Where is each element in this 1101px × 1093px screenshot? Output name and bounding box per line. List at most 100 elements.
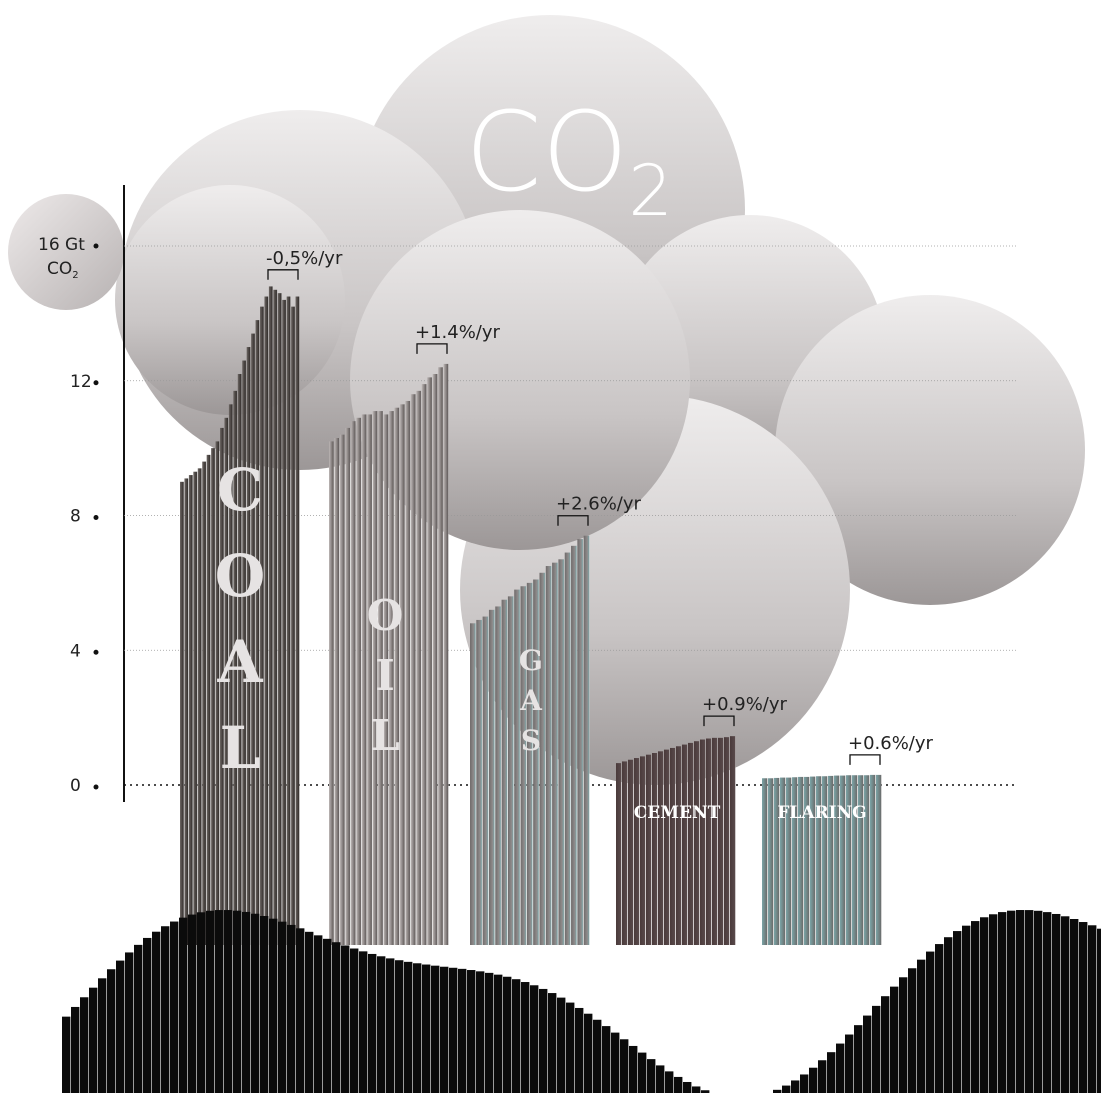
bar-coal [188,475,193,945]
ground-bar [1034,910,1043,1093]
bar-oil [410,394,416,946]
ground-bar [1061,916,1070,1093]
unit-label: 16 Gt [38,235,85,255]
bar-coal [255,320,260,945]
bar-gas [577,539,584,945]
ground-bar [674,1076,683,1093]
bar-oil [361,414,367,945]
ground-bar [908,968,917,1093]
series-cement: CEMENT [616,736,736,945]
ground-bar [791,1080,800,1093]
ground-bar [440,966,449,1093]
growth-label: +0.6%/yr [848,733,934,754]
bar-gas [545,566,552,945]
bar-oil [383,414,389,945]
ground-bar [350,948,359,1093]
bar-coal [237,374,242,945]
growth-bracket [267,269,299,280]
ground-bar [521,982,530,1093]
ground-bar [98,978,107,1093]
series-label-letter: L [220,714,261,782]
ground-bar [881,996,890,1093]
ground-bar [1052,913,1061,1093]
bar-gas [552,562,558,945]
bar-flaring [780,777,786,945]
bar-coal [273,289,278,945]
bar-cement [718,737,724,945]
y-tick-label: 0 [70,776,81,796]
ground-bar [341,945,350,1093]
ground-bar [260,916,269,1093]
ground-bar [809,1067,818,1093]
series-label-letter: A [216,628,263,696]
bar-oil [438,367,443,945]
ground-bar [467,970,476,1093]
ground-bar [215,910,224,1093]
bar-cement [628,759,634,945]
bar-coal [206,454,211,945]
ground-bar [494,974,503,1093]
bar-cement [688,742,694,945]
ground-bar [116,960,125,1093]
bar-cement [622,761,628,945]
ground-bar [935,944,944,1093]
ground-bar [593,1019,602,1093]
ground-bar [566,1002,575,1093]
bar-coal [260,306,264,945]
bar-flaring [792,777,798,945]
growth-bracket [703,715,735,727]
ground-bar [404,961,413,1093]
ground-bar [476,971,485,1093]
series-label-letter: A [519,684,543,717]
ground-bar [800,1074,809,1093]
ground-bar [575,1007,584,1093]
ground-bar [386,958,395,1093]
ground-bar [845,1034,854,1093]
series-label-letter: L [370,711,400,760]
bar-oil [399,404,405,945]
bar-cement [634,758,640,945]
bar-gas [470,623,476,945]
bar-cement [664,749,670,945]
bar-cement [700,739,706,945]
ground-bar [143,937,152,1093]
ground-bar [206,910,215,1093]
bar-gas [583,535,590,945]
bar-flaring [846,775,852,945]
growth-annotations: -0,5%/yr +1.4%/yr +2.6%/yr +0.9%/yr +0.6%/yr [266,248,934,765]
ground-bar [197,912,206,1093]
growth-label: +1.4%/yr [415,322,501,343]
y-tick-label: 12 [70,372,92,392]
series-label-letter: S [521,724,541,757]
bar-coal [215,441,220,945]
bar-flaring [864,775,870,945]
growth-bracket [849,754,881,765]
bar-coal [246,347,251,945]
bar-cement [616,763,622,945]
bar-cement [676,746,682,945]
bar-gas [495,606,501,945]
ground-bar [557,997,566,1093]
bar-flaring [834,775,840,945]
y-tick-dot [93,784,99,790]
bar-oil [356,417,362,945]
ground-bar [827,1052,836,1093]
ground-bar [926,951,935,1093]
growth-bracket [416,343,448,354]
bar-flaring [870,774,876,945]
bar-gas [476,619,483,945]
bar-gas [533,579,539,945]
bar-coal [193,471,198,945]
bar-cement [694,741,700,945]
ground-bar [296,928,305,1093]
y-tick-dot [93,380,99,386]
ground-bar [368,953,377,1093]
y-tick-dot [93,515,99,520]
bar-flaring [786,777,792,945]
ground-bar [890,986,899,1093]
ground-bar [548,993,557,1093]
bar-gas [526,582,533,945]
bar-flaring [798,776,804,945]
